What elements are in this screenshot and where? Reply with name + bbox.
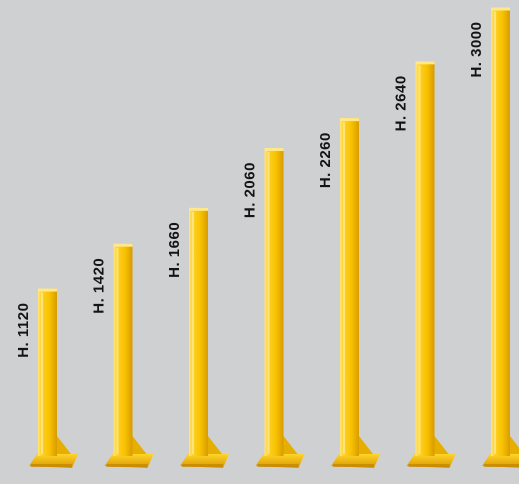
- post-shaft: [38, 288, 57, 456]
- safety-post-1: H. 1120: [15, 288, 78, 468]
- post-height-label: H. 2060: [242, 162, 259, 218]
- post-height-label: H. 2260: [317, 132, 334, 188]
- post-height-label: H. 1420: [91, 258, 108, 314]
- safety-post-6: H. 2640: [393, 61, 456, 468]
- post-height-label: H. 2640: [393, 75, 410, 131]
- post-shaft: [491, 7, 510, 456]
- post-height-label: H. 1660: [166, 222, 183, 278]
- safety-post-5: H. 2260: [317, 118, 380, 468]
- post-shaft: [189, 207, 208, 456]
- safety-post-2: H. 1420: [91, 243, 154, 468]
- safety-post-4: H. 2060: [242, 148, 305, 468]
- safety-post-3: H. 1660: [166, 207, 229, 468]
- post-height-label: H. 1120: [15, 303, 32, 358]
- post-shaft: [340, 118, 359, 456]
- post-shaft: [264, 148, 284, 456]
- post-shaft: [415, 61, 435, 456]
- safety-post-7: H. 3000: [468, 7, 519, 468]
- post-height-label: H. 3000: [468, 22, 485, 78]
- post-shaft: [113, 243, 133, 456]
